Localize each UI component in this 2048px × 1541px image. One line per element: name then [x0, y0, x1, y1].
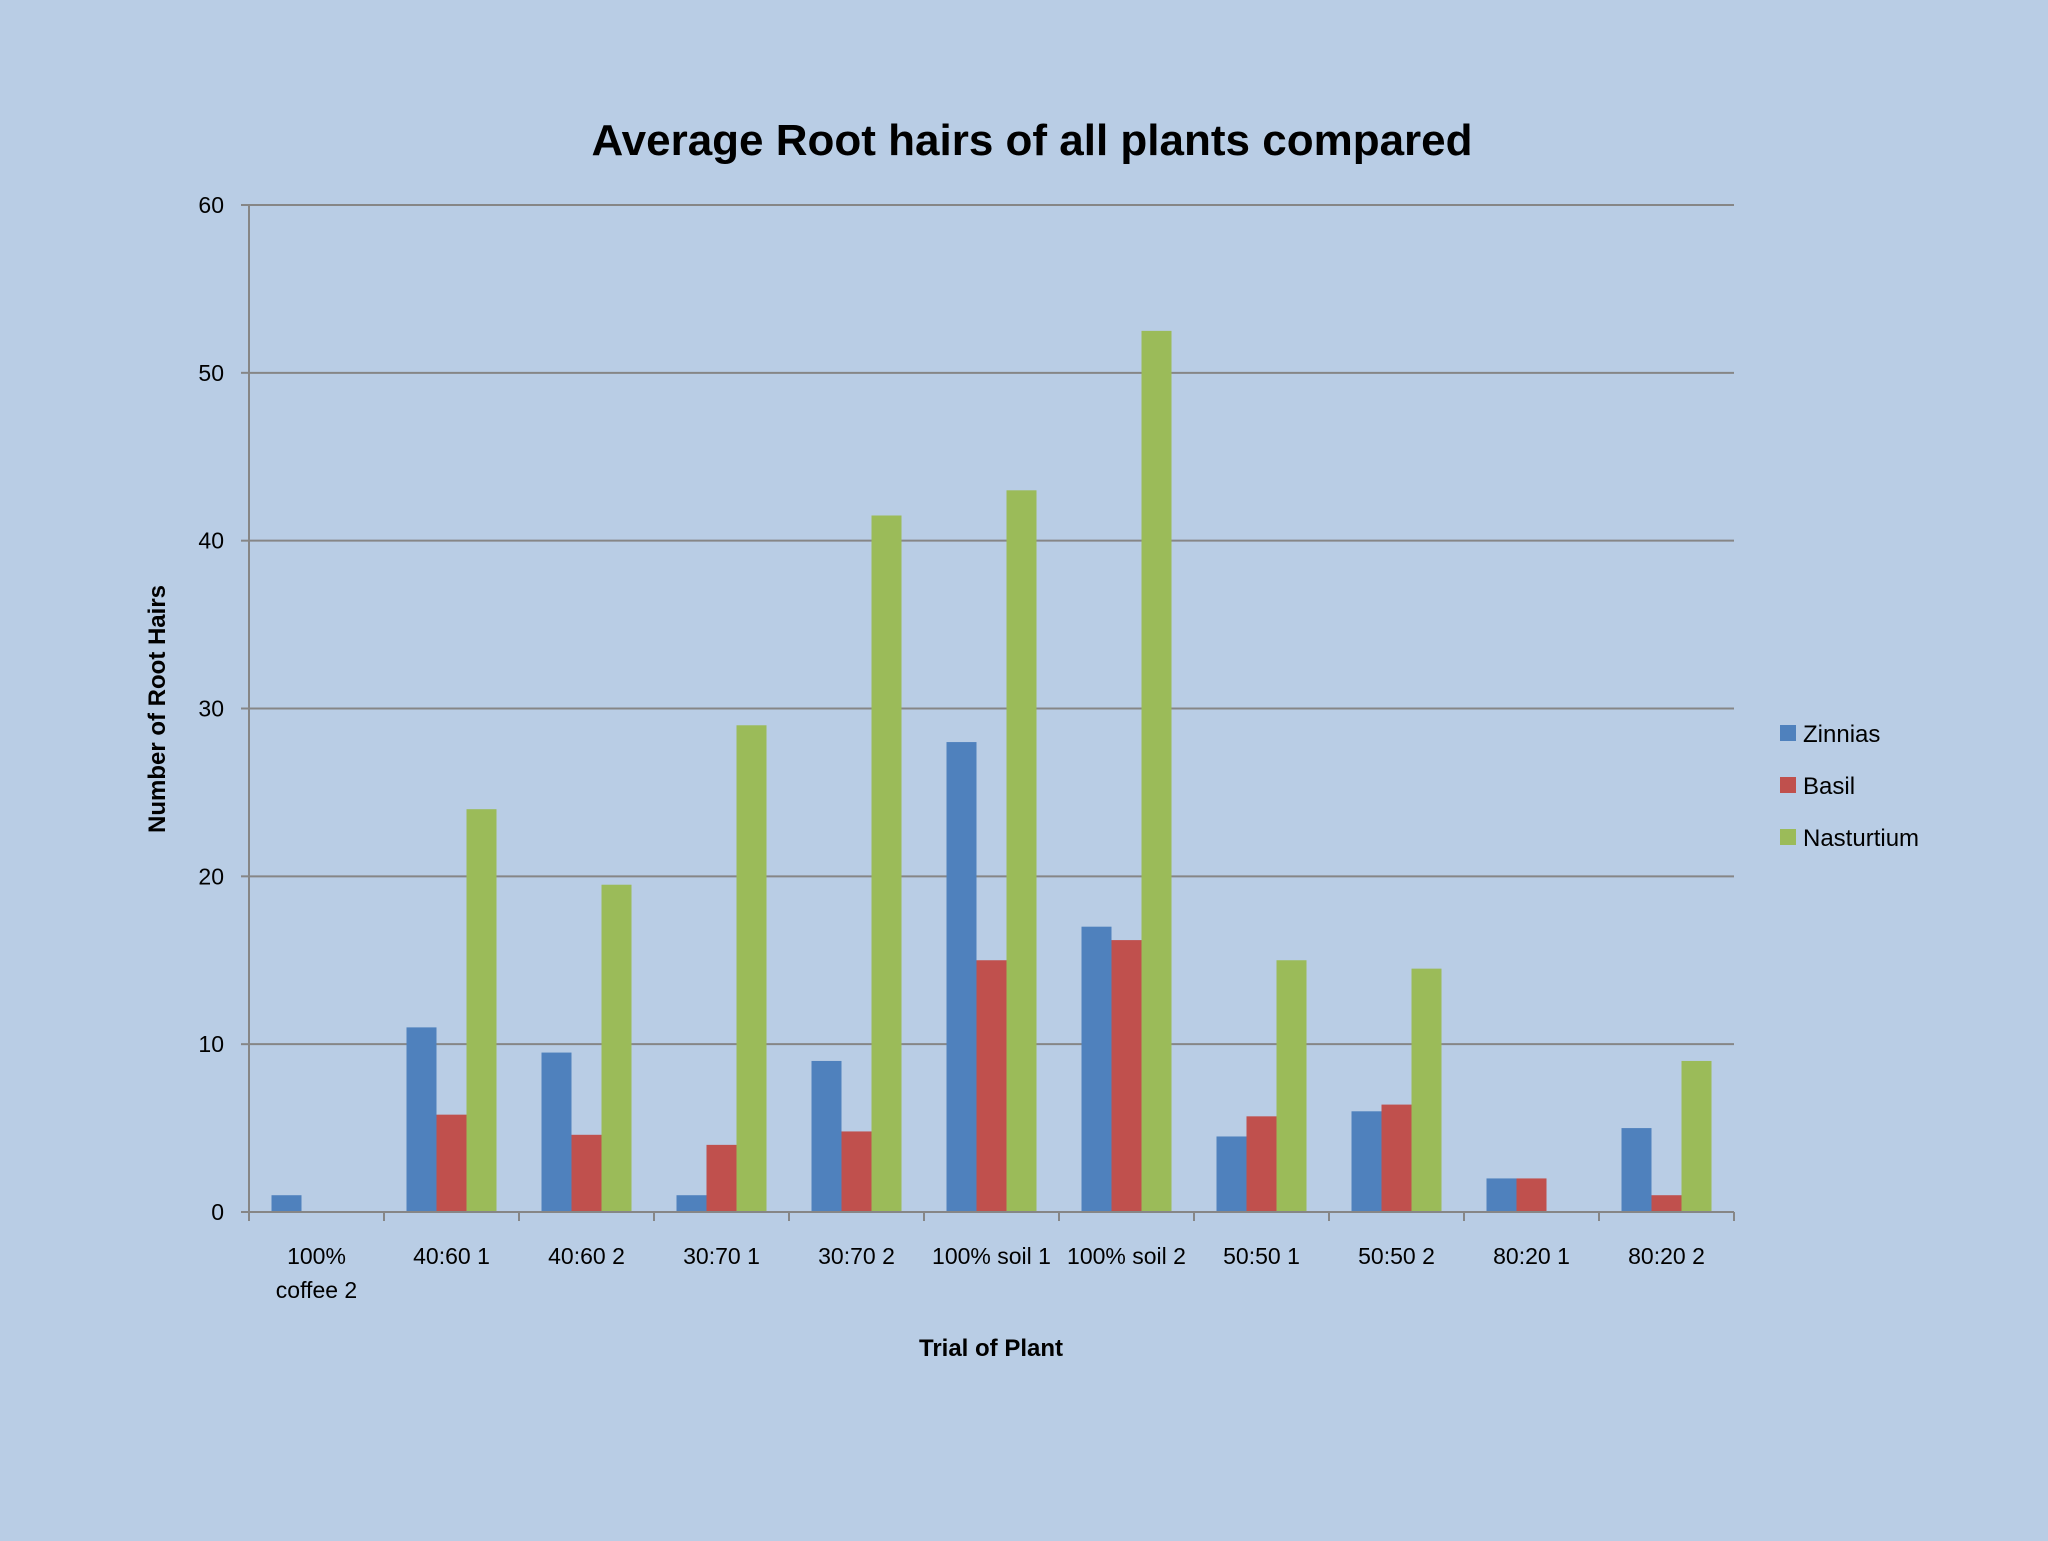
- bar-nasturtium: [1681, 1060, 1712, 1212]
- bar-nasturtium: [1006, 490, 1037, 1213]
- bar-basil: [706, 1144, 737, 1212]
- x-tick-label: 40:60 2: [548, 1243, 625, 1269]
- bar-basil: [841, 1131, 872, 1212]
- x-tick-labels: 100% coffee 2 40:60 1 40:60 2 30:70 1 30:70 2…: [276, 1243, 1705, 1303]
- legend-label-zinnias: Zinnias: [1803, 721, 1880, 748]
- bar-basil: [1246, 1116, 1277, 1212]
- legend-swatch-nasturtium: [1780, 829, 1796, 845]
- bar-basil: [571, 1134, 602, 1212]
- bar-basil: [1516, 1178, 1547, 1212]
- y-tick-label: 60: [198, 192, 224, 218]
- legend-swatch-zinnias: [1780, 725, 1796, 741]
- y-tick-label: 30: [198, 696, 224, 722]
- bar-zinnias: [1621, 1128, 1652, 1212]
- x-tick-label: 50:50 1: [1223, 1243, 1300, 1269]
- y-tick-label: 20: [198, 863, 224, 889]
- legend: Zinnias Basil Nasturtium: [1780, 721, 1919, 852]
- axes: [241, 204, 1735, 1221]
- legend-label-basil: Basil: [1803, 773, 1855, 800]
- bar-zinnias: [1351, 1111, 1382, 1212]
- x-tick-label: 50:50 2: [1358, 1243, 1435, 1269]
- x-tick-label: 100% soil 2: [1067, 1243, 1186, 1269]
- bar-zinnias: [1081, 926, 1112, 1212]
- legend-swatch-basil: [1780, 777, 1796, 793]
- bar-basil: [976, 960, 1007, 1212]
- y-axis-title: Number of Root Hairs: [144, 585, 171, 833]
- bar-zinnias: [541, 1052, 572, 1212]
- y-tick-label: 0: [211, 1199, 224, 1225]
- x-tick-label: 100% coffee 2: [276, 1243, 357, 1303]
- y-tick-label: 50: [198, 360, 224, 386]
- bar-zinnias: [1486, 1178, 1517, 1212]
- y-tick-label: 10: [198, 1031, 224, 1057]
- bar-basil: [1111, 940, 1142, 1212]
- bar-nasturtium: [466, 809, 497, 1212]
- x-tick-label: 80:20 2: [1628, 1243, 1705, 1269]
- bar-nasturtium: [1276, 960, 1307, 1212]
- bar-zinnias: [811, 1060, 842, 1212]
- x-axis-title: Trial of Plant: [919, 1335, 1063, 1362]
- bar-nasturtium: [1141, 330, 1172, 1212]
- legend-label-nasturtium: Nasturtium: [1803, 825, 1919, 852]
- bar-nasturtium: [736, 725, 767, 1212]
- bar-basil: [436, 1114, 467, 1212]
- bars: [271, 330, 1712, 1213]
- bar-nasturtium: [1411, 968, 1442, 1212]
- x-tick-label: 100% soil 1: [932, 1243, 1051, 1269]
- x-tick-label: 30:70 2: [818, 1243, 895, 1269]
- x-tick-label: 80:20 1: [1493, 1243, 1570, 1269]
- bar-zinnias: [271, 1195, 302, 1212]
- x-tick-label: 40:60 1: [413, 1243, 490, 1269]
- bar-zinnias: [1216, 1136, 1247, 1212]
- bar-basil: [1381, 1104, 1412, 1212]
- bar-nasturtium: [601, 884, 632, 1212]
- chart-title: Average Root hairs of all plants compare…: [591, 116, 1472, 165]
- bar-basil: [1651, 1195, 1682, 1212]
- bar-nasturtium: [871, 515, 902, 1212]
- bar-zinnias: [946, 742, 977, 1212]
- bar-zinnias: [676, 1195, 707, 1212]
- y-tick-label: 40: [198, 528, 224, 554]
- x-tick-label: 30:70 1: [683, 1243, 760, 1269]
- bar-zinnias: [406, 1027, 437, 1212]
- y-tick-labels: 0 10 20 30 40 50 60: [198, 192, 224, 1225]
